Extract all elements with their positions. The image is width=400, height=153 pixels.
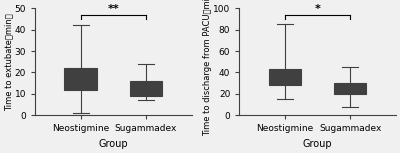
PathPatch shape: [334, 83, 366, 94]
Text: *: *: [315, 4, 320, 14]
Y-axis label: Time to extubate（min）: Time to extubate（min）: [4, 13, 13, 111]
PathPatch shape: [269, 69, 301, 85]
X-axis label: Group: Group: [303, 139, 332, 149]
Text: **: **: [108, 4, 119, 14]
Y-axis label: Time to discharge from PACU（min）: Time to discharge from PACU（min）: [203, 0, 212, 136]
X-axis label: Group: Group: [98, 139, 128, 149]
PathPatch shape: [130, 81, 162, 96]
PathPatch shape: [64, 68, 97, 90]
